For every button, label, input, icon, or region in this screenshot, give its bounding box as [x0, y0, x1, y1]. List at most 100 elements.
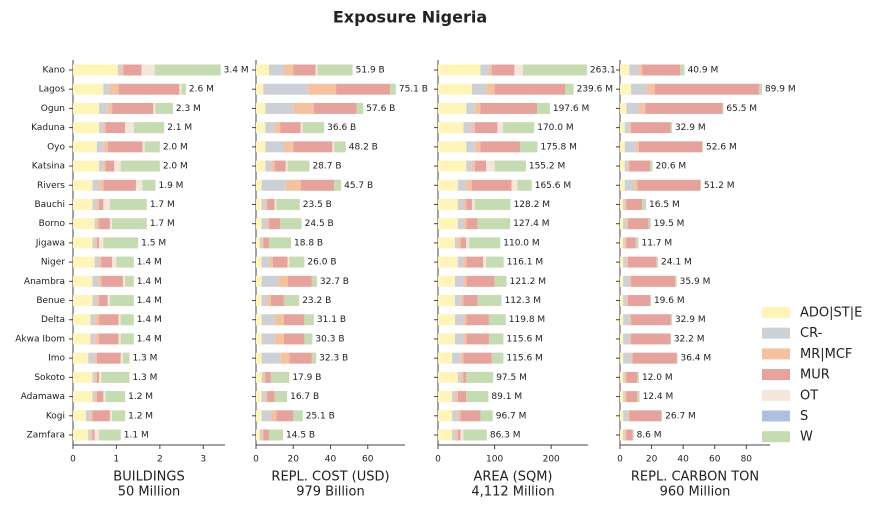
bar-segment — [261, 198, 266, 210]
bar-segment — [92, 371, 95, 383]
x-tick-label: 0 — [253, 455, 259, 465]
x-axis-label: BUILDINGS — [113, 470, 184, 485]
bar-segment — [626, 102, 639, 114]
bar-segment — [457, 410, 461, 422]
legend-label: W — [800, 430, 813, 445]
y-tick-label: Kano — [43, 66, 66, 76]
bar-segment — [122, 275, 126, 287]
bar-segment — [256, 83, 264, 95]
bar-segment — [620, 64, 630, 76]
bar-segment — [92, 429, 95, 441]
bar-segment — [627, 410, 630, 422]
x-tick-label: 100 — [486, 455, 503, 465]
bar-segment — [90, 333, 95, 345]
bar-segment — [474, 160, 487, 172]
bar-segment — [270, 410, 277, 422]
bar-segment — [624, 198, 627, 210]
total-label: 57.6 B — [366, 104, 395, 114]
bar-segment — [457, 371, 461, 383]
bar-segment — [263, 83, 309, 95]
bar-segment — [452, 391, 455, 403]
bar-segment — [99, 218, 110, 230]
bar-segment — [269, 218, 281, 230]
bar-segment — [514, 64, 523, 76]
x-tick-label: 40 — [677, 455, 689, 465]
bar-segment — [463, 275, 467, 287]
bar-segment — [438, 122, 464, 134]
bar-segment — [94, 314, 100, 326]
bar-segment — [73, 314, 91, 326]
bar-segment — [646, 83, 655, 95]
bar-segment — [96, 198, 100, 210]
bar-segment — [73, 122, 100, 134]
bar-segment — [463, 198, 467, 210]
total-label: 18.8 B — [294, 238, 323, 248]
bar-segment — [256, 218, 262, 230]
bar-segment — [256, 352, 262, 364]
bar-segment — [438, 333, 455, 345]
bar-segment — [112, 102, 154, 114]
bar-segment — [96, 295, 100, 307]
total-label: 116.1 M — [507, 258, 543, 268]
bar-segment — [256, 102, 266, 114]
bar-segment — [638, 102, 646, 114]
total-label: 115.6 M — [506, 334, 542, 344]
bar-segment — [88, 352, 95, 364]
bar-segment — [620, 218, 624, 230]
bar-segment — [73, 102, 100, 114]
total-label: 2.6 M — [189, 85, 214, 95]
bar-segment — [267, 198, 275, 210]
bar-segment — [313, 102, 357, 114]
y-tick-label: Benue — [36, 296, 65, 306]
total-label: 112.3 M — [505, 296, 541, 306]
bar-segment — [99, 333, 119, 345]
bar-segment — [272, 256, 288, 268]
total-label: 19.5 M — [654, 219, 685, 229]
total-label: 30.3 B — [315, 334, 344, 344]
bar-segment — [73, 160, 100, 172]
bar-segment — [101, 256, 113, 268]
bar-segment — [112, 256, 117, 268]
bar-segment — [648, 218, 651, 230]
total-label: 12.4 M — [643, 392, 674, 402]
total-label: 2.0 M — [163, 142, 188, 152]
x-axis-sublabel: 979 Billion — [296, 485, 365, 500]
bar-segment — [259, 429, 262, 441]
bar-segment — [274, 198, 277, 210]
bar-segment — [265, 102, 294, 114]
bar-segment — [289, 256, 305, 268]
bar-segment — [474, 141, 481, 153]
bar-segment — [624, 141, 636, 153]
x-tick-label: 1 — [114, 455, 120, 465]
bar-segment — [463, 218, 467, 230]
bar-segment — [105, 160, 115, 172]
bar-segment — [637, 371, 639, 383]
bar-segment — [631, 122, 671, 134]
bar-segment — [454, 429, 458, 441]
bar-segment — [460, 237, 467, 249]
bar-segment — [267, 295, 271, 307]
bar-segment — [274, 314, 284, 326]
bar-segment — [261, 352, 281, 364]
x-tick-label: 60 — [709, 455, 721, 465]
total-label: 32.9 M — [675, 123, 706, 133]
bar-segment — [642, 198, 647, 210]
bar-segment — [280, 218, 302, 230]
bar-segment — [466, 198, 472, 210]
bar-segment — [463, 122, 472, 134]
bar-segment — [466, 102, 475, 114]
bar-segment — [261, 410, 271, 422]
bar-segment — [637, 179, 701, 191]
x-tick-label: 40 — [325, 455, 337, 465]
total-label: 17.9 B — [292, 373, 321, 383]
bar-segment — [256, 237, 260, 249]
bar-segment — [114, 160, 121, 172]
bar-segment — [73, 141, 97, 153]
bar-segment — [623, 256, 627, 268]
bar-segment — [438, 83, 472, 95]
total-label: 35.9 M — [680, 277, 711, 287]
bar-segment — [629, 410, 662, 422]
total-label: 1.4 M — [137, 277, 162, 287]
bar-segment — [650, 295, 651, 307]
bar-segment — [631, 352, 633, 364]
